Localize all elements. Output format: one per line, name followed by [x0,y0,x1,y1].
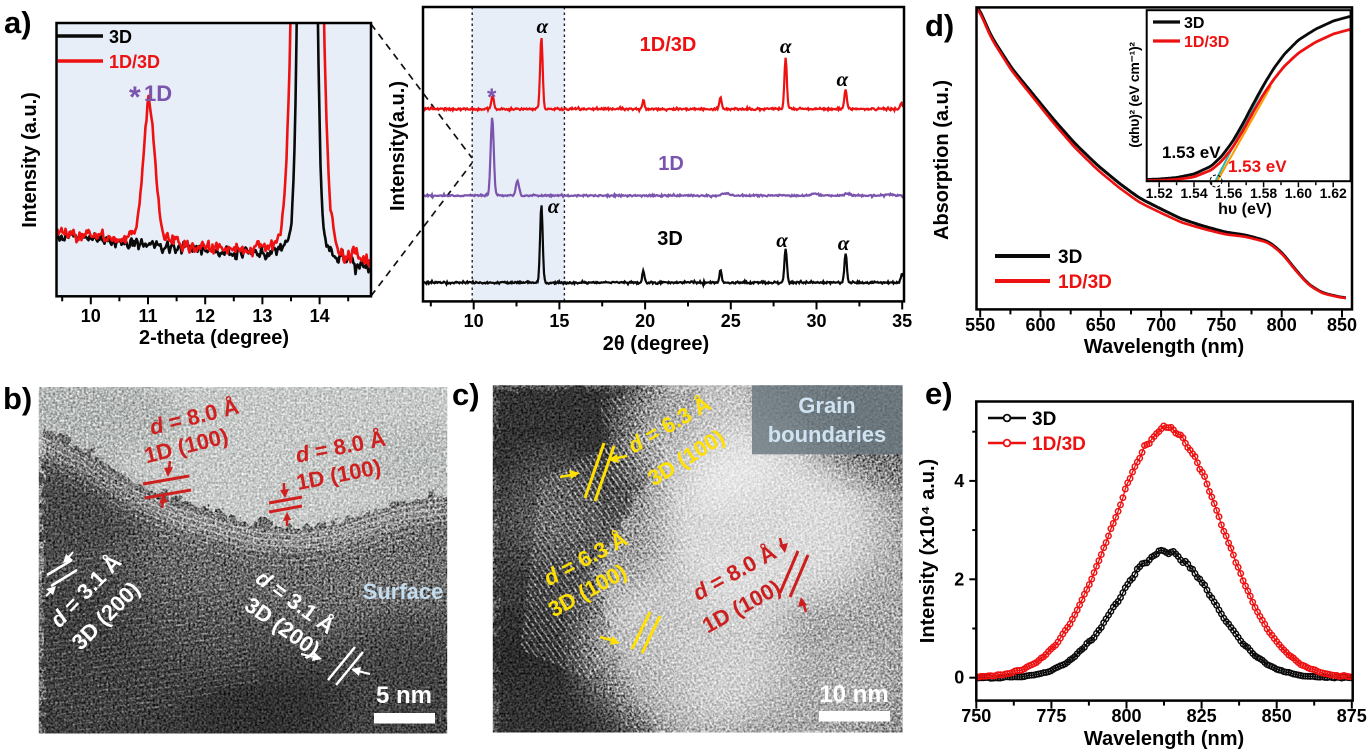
svg-text:1.52: 1.52 [1146,185,1173,201]
svg-text:2θ (degree): 2θ (degree) [603,333,709,355]
svg-text:boundaries: boundaries [768,422,887,447]
svg-text:α: α [836,67,848,91]
svg-text:3D: 3D [1184,15,1204,32]
svg-text:Wavelength (nm): Wavelength (nm) [1084,728,1244,750]
svg-text:12: 12 [195,306,215,326]
svg-text:1D/3D: 1D/3D [1032,434,1086,455]
svg-text:850: 850 [1327,315,1357,335]
svg-text:30: 30 [806,311,826,331]
svg-text:600: 600 [1025,315,1055,335]
svg-text:e): e) [925,376,953,411]
svg-text:d): d) [925,8,954,43]
svg-text:Wavelength (nm): Wavelength (nm) [1084,336,1244,358]
svg-text:α: α [776,228,788,252]
svg-text:825: 825 [1187,706,1217,726]
svg-text:3D: 3D [657,228,683,250]
svg-text:35: 35 [892,311,912,331]
svg-text:4: 4 [954,471,964,491]
svg-text:1.53 eV: 1.53 eV [1162,143,1221,162]
svg-text:750: 750 [1206,315,1236,335]
svg-text:α: α [548,194,560,218]
svg-text:3D: 3D [1058,247,1082,268]
svg-text:Absorption (a.u.): Absorption (a.u.) [931,80,953,240]
svg-text:700: 700 [1146,315,1176,335]
svg-text:2-theta (degree): 2-theta (degree) [139,327,289,349]
svg-text:*: * [129,81,141,114]
svg-text:1.53 eV: 1.53 eV [1228,157,1287,176]
svg-text:hυ (eV): hυ (eV) [1218,201,1272,218]
svg-text:11: 11 [138,306,157,326]
svg-text:3D: 3D [109,27,132,47]
svg-text:1D/3D: 1D/3D [1184,34,1229,51]
svg-text:550: 550 [965,315,995,335]
svg-text:*: * [487,84,497,111]
svg-text:(αhυ)² (eV cm⁻¹)²: (αhυ)² (eV cm⁻¹)² [1126,42,1142,148]
svg-text:2: 2 [954,569,964,589]
svg-text:α: α [536,14,548,38]
svg-text:1.62: 1.62 [1320,185,1347,201]
svg-text:b): b) [3,381,32,416]
svg-text:1.56: 1.56 [1215,185,1242,201]
svg-text:1D: 1D [144,81,172,106]
svg-text:Surface: Surface [363,579,444,604]
svg-text:1D/3D: 1D/3D [109,52,160,72]
svg-text:Intensity (x10⁴ a.u.): Intensity (x10⁴ a.u.) [917,459,939,643]
svg-text:1D/3D: 1D/3D [640,34,697,56]
svg-text:α: α [838,231,850,255]
svg-text:1.60: 1.60 [1285,185,1312,201]
svg-text:775: 775 [1036,706,1066,726]
svg-text:875: 875 [1337,706,1367,726]
svg-text:3D: 3D [1032,409,1056,430]
svg-text:Grain: Grain [798,393,855,418]
svg-text:25: 25 [721,311,741,331]
svg-text:14: 14 [310,306,330,326]
svg-text:20: 20 [635,311,655,331]
svg-text:Intensity(a.u.): Intensity(a.u.) [387,81,409,211]
svg-text:800: 800 [1111,706,1141,726]
svg-text:10: 10 [81,306,101,326]
svg-text:1D/3D: 1D/3D [1058,272,1112,293]
svg-text:850: 850 [1262,706,1292,726]
svg-text:13: 13 [252,306,272,326]
svg-text:1D: 1D [658,153,684,175]
svg-text:α: α [780,34,792,58]
svg-text:15: 15 [549,311,569,331]
svg-text:a): a) [4,5,32,40]
svg-text:10: 10 [464,311,484,331]
svg-text:5 nm: 5 nm [376,682,432,709]
svg-text:10 nm: 10 nm [819,681,888,708]
svg-text:c): c) [452,377,480,412]
svg-text:1.54: 1.54 [1180,185,1207,201]
svg-text:Intensity (a.u.): Intensity (a.u.) [19,92,41,228]
svg-text:1.58: 1.58 [1250,185,1277,201]
svg-text:0: 0 [954,668,964,688]
svg-text:650: 650 [1086,315,1116,335]
svg-text:750: 750 [961,706,991,726]
svg-text:800: 800 [1267,315,1297,335]
